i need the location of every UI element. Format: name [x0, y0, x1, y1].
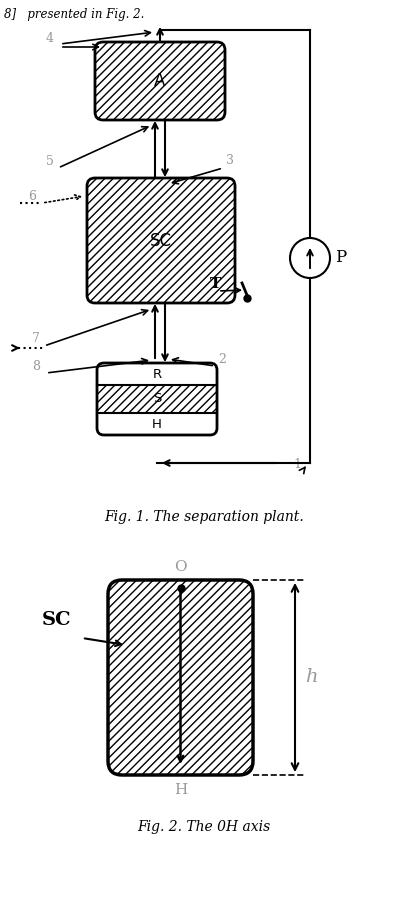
Text: SC: SC	[150, 232, 172, 249]
Text: 8: 8	[32, 360, 40, 373]
Text: 8]   presented in Fig. 2.: 8] presented in Fig. 2.	[4, 8, 144, 21]
Text: 5: 5	[46, 155, 54, 168]
Text: Fig. 1. The separation plant.: Fig. 1. The separation plant.	[104, 510, 304, 524]
Text: H: H	[174, 783, 187, 797]
Text: 4: 4	[46, 32, 54, 45]
Text: A: A	[154, 72, 166, 90]
Text: O: O	[174, 560, 187, 574]
Text: Fig. 2. The 0H axis: Fig. 2. The 0H axis	[137, 820, 271, 834]
FancyBboxPatch shape	[97, 363, 217, 435]
Text: H: H	[152, 418, 162, 430]
Circle shape	[290, 238, 330, 278]
Text: 1: 1	[293, 458, 301, 471]
Text: S: S	[153, 392, 161, 406]
Text: T: T	[210, 277, 221, 291]
Text: 2: 2	[218, 353, 226, 366]
Text: SC: SC	[42, 611, 72, 629]
Text: 7: 7	[32, 332, 40, 345]
FancyBboxPatch shape	[95, 42, 225, 120]
FancyBboxPatch shape	[87, 178, 235, 303]
Text: P: P	[335, 249, 346, 266]
Text: R: R	[153, 368, 162, 381]
Text: 6: 6	[28, 190, 36, 203]
Text: h: h	[305, 669, 317, 687]
FancyBboxPatch shape	[108, 580, 253, 775]
Text: 3: 3	[226, 154, 234, 167]
